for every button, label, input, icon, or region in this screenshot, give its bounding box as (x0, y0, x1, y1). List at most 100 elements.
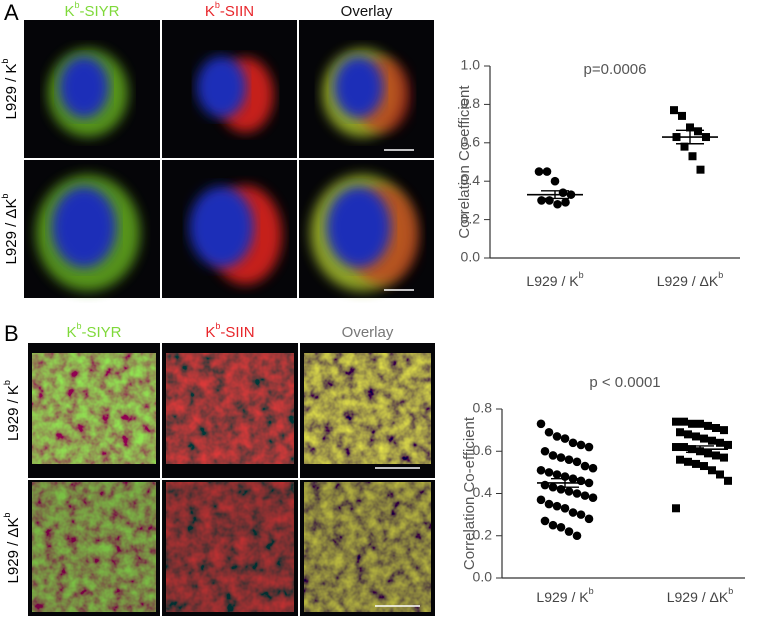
y-tick-label: 0.6 (461, 134, 481, 150)
nucleus (59, 56, 109, 118)
micrograph (162, 20, 297, 158)
data-point (692, 459, 700, 468)
data-point (672, 417, 680, 426)
data-point (568, 438, 578, 448)
row-label-text: L929 / ΔK (5, 518, 22, 584)
column-header: Overlay (341, 3, 393, 20)
texture (304, 482, 431, 612)
data-point (672, 443, 680, 452)
data-point (560, 434, 570, 443)
x-tick-label-sup: b (579, 270, 584, 280)
x-tick-label: L929 / Kb (526, 270, 583, 288)
row-label-sup: b (2, 513, 12, 518)
data-point (692, 432, 700, 441)
data-point (580, 461, 590, 471)
column-header-text: Overlay (341, 3, 393, 20)
data-point (704, 421, 712, 430)
column-header-sup: b (215, 321, 220, 331)
data-point (724, 476, 732, 485)
y-tick-label: 0.2 (473, 526, 493, 542)
y-tick-label: 0.2 (461, 210, 481, 226)
texture (166, 482, 294, 612)
data-point (704, 449, 712, 458)
data-point (684, 430, 692, 439)
y-tick-label: 0.0 (461, 249, 481, 265)
y-tick-label: 1.0 (461, 57, 481, 73)
column-header-tail: -SIYR (82, 324, 122, 341)
data-point (712, 424, 720, 433)
column-header-sup: b (76, 321, 81, 331)
y-tick-label: 0.0 (473, 569, 493, 585)
data-point (680, 142, 689, 151)
data-point (556, 484, 566, 494)
micrograph (299, 160, 434, 298)
column-header-tail: -SIYR (80, 3, 120, 20)
micrograph (24, 160, 160, 298)
panel-label: A (4, 0, 19, 25)
x-tick-label-text: L929 / K (526, 273, 579, 289)
nucleus (333, 56, 384, 118)
data-point (534, 167, 544, 176)
row-label: L929 / Kb (0, 59, 20, 120)
data-point (670, 106, 678, 115)
data-point (544, 427, 554, 437)
micrograph (300, 343, 435, 478)
data-point (545, 196, 554, 205)
x-tick-label-sup: b (589, 586, 594, 596)
row-label-text: L929 / ΔK (3, 199, 20, 265)
micrograph (28, 480, 160, 616)
nucleus (196, 56, 247, 118)
data-point (708, 436, 716, 445)
data-point (720, 426, 728, 435)
texture (32, 353, 156, 464)
column-header-sup: b (74, 0, 79, 10)
data-point (561, 198, 570, 207)
data-point (552, 432, 562, 441)
y-tick-label: 0.8 (473, 400, 493, 416)
micrograph (28, 343, 160, 478)
micrograph (162, 160, 297, 298)
data-point (708, 466, 716, 475)
data-point (542, 167, 552, 176)
data-point (548, 451, 558, 460)
data-point (572, 531, 582, 541)
texture (304, 353, 431, 464)
row-label: L929 / ΔKb (0, 194, 20, 265)
x-tick-label: L929 / Kb (536, 586, 593, 604)
row-label-sup: b (2, 380, 12, 385)
data-point (536, 419, 546, 429)
data-point (688, 419, 696, 428)
micrograph (299, 20, 434, 158)
y-tick-label: 0.4 (473, 484, 493, 500)
column-header: Kb-SIIN (205, 0, 254, 20)
x-tick-label-text: L929 / ΔK (657, 273, 719, 289)
column-header-text: K (205, 3, 215, 20)
x-tick-label: L929 / ΔKb (657, 270, 724, 288)
data-point (537, 196, 546, 205)
x-tick-label-text: L929 / K (536, 589, 589, 605)
data-point (696, 419, 704, 428)
p-value: p < 0.0001 (589, 374, 660, 391)
panel-label: B (4, 321, 19, 346)
y-tick-label: 0.6 (473, 442, 493, 458)
column-header: Overlay (342, 324, 394, 341)
data-point (553, 199, 562, 209)
data-point (680, 443, 688, 452)
data-point (540, 446, 550, 456)
row-label-text: L929 / K (5, 385, 22, 441)
data-point (584, 514, 594, 524)
row-label-sup: b (0, 194, 10, 199)
x-tick-label-text: L929 / ΔK (667, 589, 729, 605)
y-tick-label: 0.8 (461, 95, 481, 111)
y-axis-label: Correlation Co-efficient (461, 416, 478, 570)
column-header: Kb-SIYR (66, 321, 121, 341)
p-value: p=0.0006 (584, 61, 647, 78)
data-point (712, 451, 720, 460)
micrograph (300, 480, 435, 616)
data-point (686, 123, 694, 132)
micrograph (24, 20, 160, 158)
data-point (716, 438, 724, 447)
data-point (572, 489, 582, 498)
data-point (572, 457, 582, 467)
data-point (558, 188, 568, 198)
